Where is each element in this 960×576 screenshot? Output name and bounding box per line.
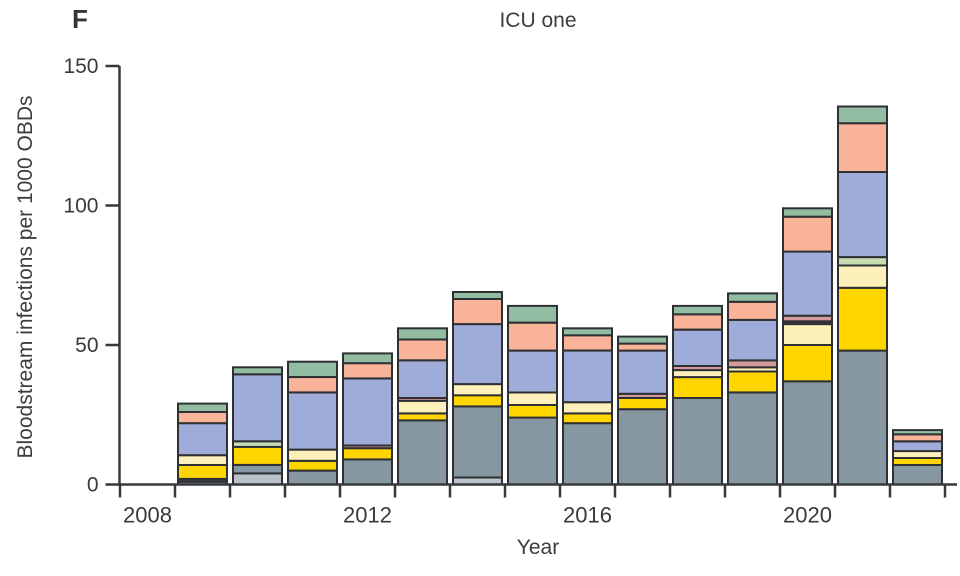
chart-title: ICU one: [499, 9, 577, 32]
bar-2020-segment-salmon: [782, 215, 833, 253]
bar-2015-segment-slate: [507, 416, 558, 486]
bar-2021-segment-salmon: [837, 122, 888, 173]
bar-2017-segment-periwinkle: [617, 349, 668, 395]
bar-2016-segment-periwinkle: [562, 349, 613, 404]
bar-2017-segment-green: [617, 335, 668, 345]
bar-2013-segment-periwinkle: [397, 359, 448, 399]
bar-2022-segment-green: [892, 429, 943, 436]
bar-2010-segment-periwinkle: [232, 373, 283, 443]
bar-2014-segment-yellow: [452, 394, 503, 408]
bar-2021-segment-periwinkle: [837, 171, 888, 259]
y-tick-label-0: 0: [87, 474, 99, 497]
bar-2019-segment-salmon: [727, 300, 778, 321]
bar-2021-segment-lightgreen: [837, 256, 888, 267]
bar-2014-segment-salmon: [452, 298, 503, 326]
bar-2016-segment-salmon: [562, 334, 613, 352]
bar-2021-segment-cream: [837, 264, 888, 289]
bar-2014-segment-cream: [452, 383, 503, 397]
bar-2013-segment-cream: [397, 399, 448, 415]
bar-2012-segment-green: [342, 352, 393, 365]
bar-2018-segment-periwinkle: [672, 328, 723, 368]
bar-2022-segment-salmon: [892, 433, 943, 443]
bar-2017-segment-slate: [617, 408, 668, 486]
bar-2009-segment-cream: [177, 454, 228, 467]
bar-2013-segment-green: [397, 327, 448, 341]
bar-2013-segment-yellow: [397, 412, 448, 422]
y-tick-label-100: 100: [63, 195, 98, 218]
bar-2009-segment-yellow: [177, 464, 228, 480]
bar-2019-segment-green: [727, 292, 778, 303]
x-tick-label-2016: 2016: [563, 503, 612, 528]
bar-2011-segment-yellow: [287, 459, 338, 472]
bar-2021-segment-green: [837, 105, 888, 125]
bar-2018-segment-green: [672, 304, 723, 316]
bar-2017-segment-salmon: [617, 342, 668, 352]
bar-2022-segment-periwinkle: [892, 440, 943, 453]
bar-2011-segment-slate: [287, 469, 338, 486]
bar-2021-segment-slate: [837, 349, 888, 486]
bar-2015-segment-salmon: [507, 321, 558, 352]
bar-2014-segment-slate: [452, 405, 503, 479]
bar-2009-segment-green: [177, 402, 228, 414]
bar-2019-segment-periwinkle: [727, 318, 778, 362]
bar-2015-segment-cream: [507, 391, 558, 406]
bar-2009-segment-salmon: [177, 411, 228, 425]
bar-2022-segment-yellow: [892, 457, 943, 466]
bar-2019-segment-yellow: [727, 370, 778, 394]
bar-2010-segment-lightgray: [232, 472, 283, 486]
bar-2020-segment-cream: [782, 323, 833, 347]
bar-2014-segment-periwinkle: [452, 323, 503, 386]
bar-2018-segment-yellow: [672, 376, 723, 400]
bar-2020-segment-yellow: [782, 344, 833, 383]
bar-2022-segment-slate: [892, 464, 943, 486]
bar-2016-segment-green: [562, 327, 613, 337]
bar-2012-segment-salmon: [342, 362, 393, 380]
bar-2016-segment-slate: [562, 422, 613, 486]
bar-2018-segment-cream: [672, 369, 723, 379]
bar-2009-segment-periwinkle: [177, 422, 228, 457]
bar-2013-segment-salmon: [397, 338, 448, 362]
bar-2010-segment-green: [232, 366, 283, 376]
bar-2021-segment-yellow: [837, 286, 888, 352]
bar-2015-segment-yellow: [507, 404, 558, 419]
x-tick-label-2012: 2012: [343, 503, 392, 528]
x-axis-label: Year: [516, 536, 560, 559]
bar-2011-segment-green: [287, 360, 338, 379]
y-tick-label-150: 150: [63, 55, 98, 78]
x-tick-label-2008: 2008: [123, 503, 172, 528]
bar-2020-segment-periwinkle: [782, 250, 833, 317]
bar-2018-segment-salmon: [672, 313, 723, 331]
bar-2011-segment-salmon: [287, 376, 338, 394]
y-tick-label-50: 50: [75, 334, 98, 357]
bar-2011-segment-cream: [287, 448, 338, 462]
bar-2013-segment-slate: [397, 419, 448, 486]
bar-2014-segment-green: [452, 291, 503, 300]
bar-2015-segment-periwinkle: [507, 349, 558, 394]
bar-2020-segment-green: [782, 207, 833, 218]
bar-2016-segment-cream: [562, 401, 613, 415]
bar-2018-segment-slate: [672, 397, 723, 486]
panel-label: F: [72, 4, 88, 34]
bar-2020-segment-slate: [782, 380, 833, 486]
bar-2019-segment-slate: [727, 391, 778, 486]
bar-2011-segment-periwinkle: [287, 391, 338, 451]
bar-2016-segment-yellow: [562, 412, 613, 425]
bar-2010-segment-slate: [232, 464, 283, 475]
bar-2017-segment-yellow: [617, 397, 668, 411]
bar-2015-segment-green: [507, 304, 558, 324]
bar-2012-segment-slate: [342, 458, 393, 486]
x-tick-label-2020: 2020: [783, 503, 832, 528]
bar-2010-segment-yellow: [232, 445, 283, 466]
bar-2012-segment-periwinkle: [342, 377, 393, 447]
bar-2012-segment-yellow: [342, 447, 393, 461]
